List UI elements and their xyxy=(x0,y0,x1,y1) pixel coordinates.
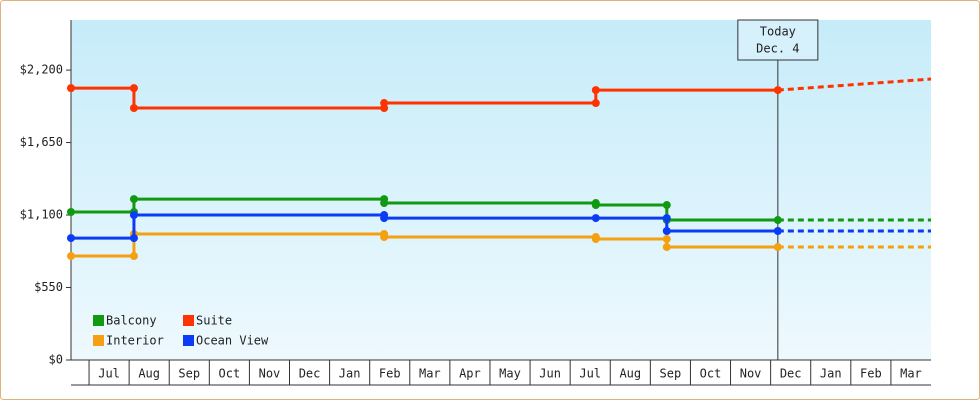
point xyxy=(662,214,671,223)
x-tick-label: Nov xyxy=(259,367,281,381)
point xyxy=(129,84,138,93)
point xyxy=(773,86,782,95)
x-tick-label: Jul xyxy=(98,367,120,381)
point xyxy=(591,99,600,108)
x-tick-label: Nov xyxy=(740,367,762,381)
series-projection xyxy=(777,77,932,92)
y-tick-label: $1,650 xyxy=(20,135,63,149)
y-tick-label: $1,100 xyxy=(20,208,63,222)
point xyxy=(380,214,389,223)
x-tick-label: Oct xyxy=(219,367,241,381)
point xyxy=(129,234,138,243)
x-tick-label: Sep xyxy=(178,367,200,381)
point xyxy=(773,243,782,252)
y-tick-label: $550 xyxy=(34,280,63,294)
x-tick-label: Aug xyxy=(619,367,641,381)
point xyxy=(129,252,138,261)
legend-label: Interior xyxy=(106,334,164,348)
point xyxy=(662,243,671,252)
y-tick-label: $2,200 xyxy=(20,63,63,77)
point xyxy=(129,195,138,204)
legend-label: Balcony xyxy=(106,314,157,328)
x-tick-label: Feb xyxy=(860,367,882,381)
y-tick-label: $0 xyxy=(49,353,63,367)
x-tick-label: Apr xyxy=(459,367,481,381)
x-tick-label: Sep xyxy=(660,367,682,381)
point xyxy=(129,104,138,113)
today-label: Today xyxy=(760,25,796,39)
today-label: Dec. 4 xyxy=(756,42,799,56)
legend-swatch xyxy=(183,335,194,346)
point xyxy=(67,252,75,261)
x-tick-label: May xyxy=(499,367,521,381)
x-tick-label: Aug xyxy=(138,367,160,381)
point xyxy=(773,226,782,235)
legend-swatch xyxy=(93,335,104,346)
x-tick-label: Mar xyxy=(900,367,922,381)
legend-swatch xyxy=(93,315,104,326)
x-tick-label: Feb xyxy=(379,367,401,381)
point xyxy=(662,201,671,210)
point xyxy=(129,211,138,220)
x-tick-label: Jan xyxy=(339,367,361,381)
point xyxy=(662,235,671,244)
x-tick-label: Oct xyxy=(700,367,722,381)
point xyxy=(67,234,75,243)
x-tick-label: Dec xyxy=(780,367,802,381)
series-line xyxy=(71,232,778,258)
point xyxy=(591,201,600,210)
today-box xyxy=(737,19,819,61)
point xyxy=(773,216,782,225)
x-tick-label: Jun xyxy=(539,367,561,381)
point xyxy=(380,199,389,208)
point xyxy=(67,208,75,217)
series-line xyxy=(71,197,778,222)
point xyxy=(591,235,600,244)
plot-area xyxy=(71,20,931,360)
x-tick-label: Mar xyxy=(419,367,441,381)
point xyxy=(380,99,389,108)
x-tick-label: Jan xyxy=(820,367,842,381)
point xyxy=(67,84,75,93)
legend-label: Suite xyxy=(196,314,232,328)
legend-swatch xyxy=(183,315,194,326)
point xyxy=(662,226,671,235)
x-tick-label: Dec xyxy=(299,367,321,381)
legend-label: Ocean View xyxy=(196,334,269,348)
point xyxy=(380,233,389,242)
x-tick-label: Jul xyxy=(579,367,601,381)
point xyxy=(591,214,600,223)
point xyxy=(591,86,600,95)
